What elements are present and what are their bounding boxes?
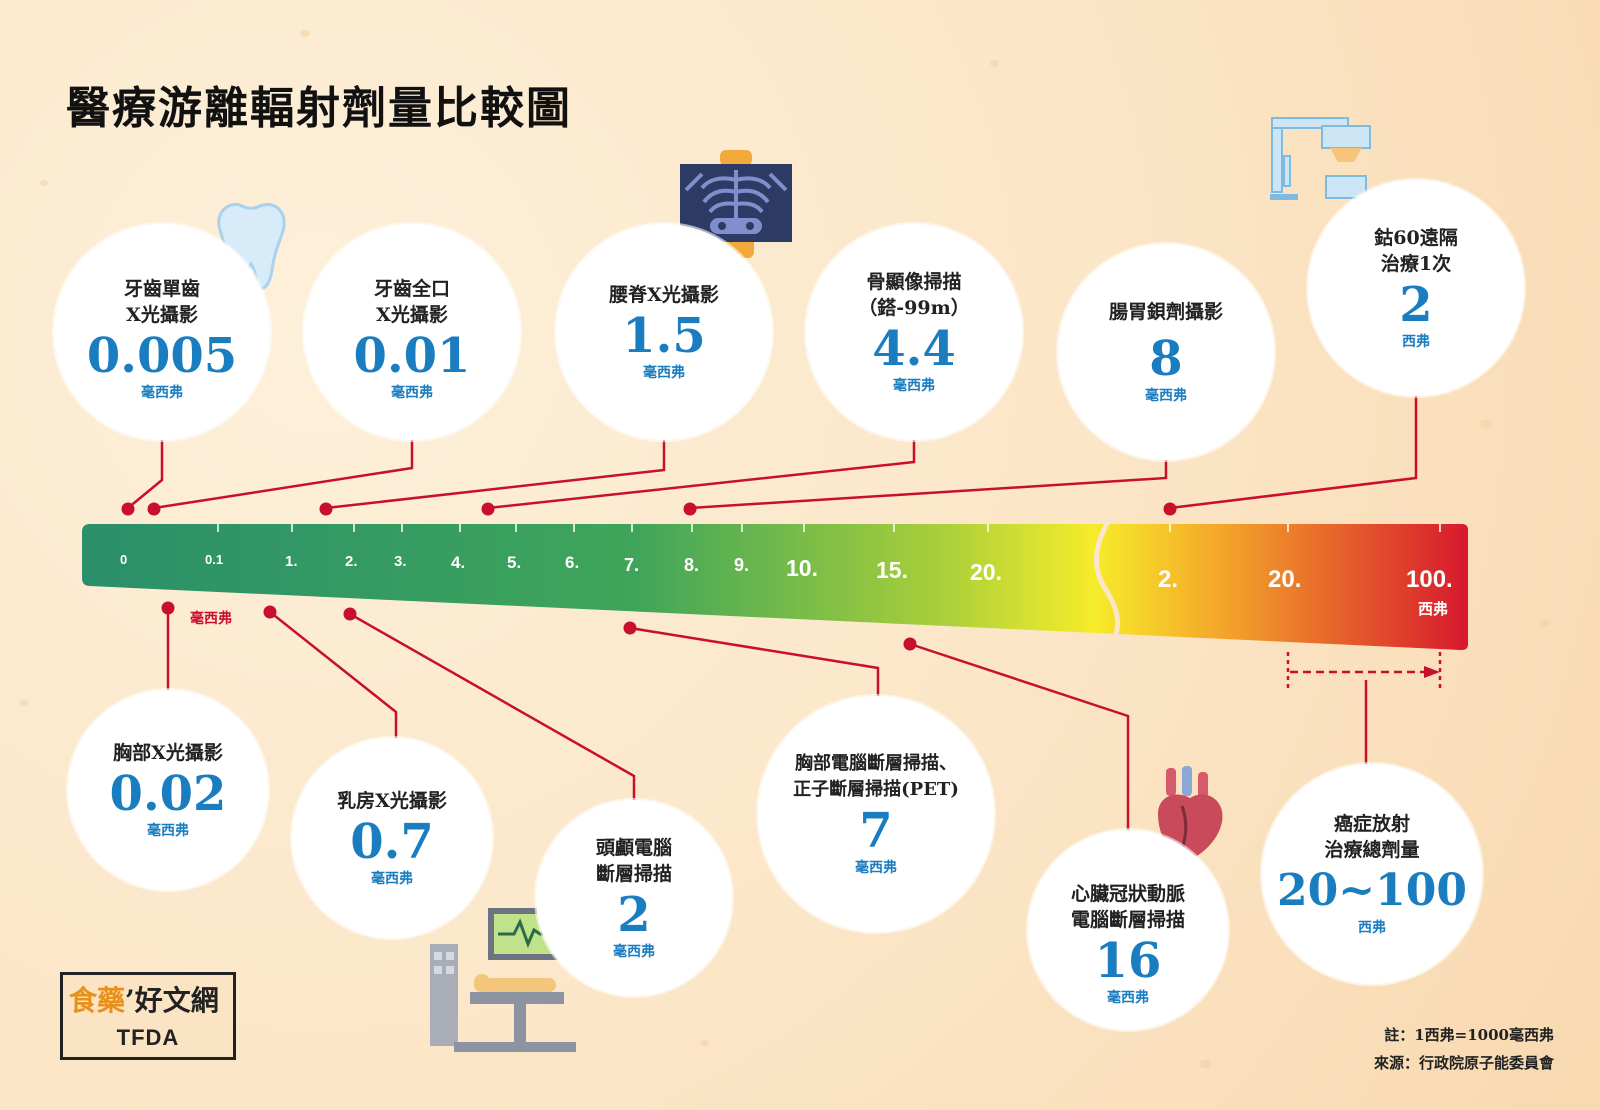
bubble-value: 4.4: [872, 321, 956, 377]
range-arrow: [1286, 652, 1442, 690]
unit-conversion-note: 註：1西弗=1000毫西弗: [1384, 1026, 1554, 1044]
page-title: 醫療游離輻射劑量比較圖: [66, 83, 572, 134]
bubble-value: 0.02: [109, 766, 227, 822]
logo-wordmark: 食藥’好文網: [69, 979, 219, 1019]
bubble-unit: 西弗: [1358, 920, 1386, 936]
dose-bubble-bone-scan: 骨顯像掃描 （鎝-99m） 4.4 毫西弗: [806, 224, 1022, 440]
bubble-value: 0.005: [86, 328, 238, 384]
bottom-connectors: [166, 610, 1368, 832]
dose-bubble-coronary-ct: 心臟冠狀動脈 電腦斷層掃描 16 毫西弗: [1028, 830, 1228, 1030]
bubble-value: 8: [1149, 331, 1183, 387]
top-connectors: [127, 392, 1418, 510]
tfda-logo: 食藥’好文網 TFDA: [60, 972, 236, 1060]
tick-label: 20.: [1268, 566, 1302, 593]
bubble-label: 心臟冠狀動脈 電腦斷層掃描: [1070, 883, 1185, 931]
tick-label: 2.: [345, 553, 358, 570]
msv-unit-label: 毫西弗: [190, 611, 232, 627]
dose-bubble-chest-xray: 胸部X光攝影 0.02 毫西弗: [68, 690, 268, 890]
bubble-label: 胸部X光攝影: [113, 742, 223, 764]
tick-label: 20.: [970, 559, 1002, 585]
dose-bubble-cancer-radiotherapy: 癌症放射 治療總劑量 20~100 西弗: [1262, 764, 1482, 984]
bubble-label: 鈷60遠隔 治療1次: [1374, 227, 1458, 275]
bubble-unit: 毫西弗: [613, 944, 655, 960]
scale-bar: [82, 524, 1468, 650]
bubble-value: 2: [1399, 277, 1433, 333]
dose-bubble-mammography: 乳房X光攝影 0.7 毫西弗: [292, 738, 492, 938]
bubble-value: 16: [1094, 933, 1162, 989]
bubble-unit: 毫西弗: [371, 871, 413, 887]
bubble-value: 0.7: [350, 814, 434, 870]
tick-label: 0.1: [205, 552, 224, 567]
bubble-unit: 毫西弗: [391, 385, 433, 401]
tick-label: 6.: [565, 553, 580, 572]
bottom-markers: [161, 601, 917, 651]
bubble-unit: 西弗: [1402, 334, 1430, 350]
tick-label: 1.: [285, 553, 298, 570]
bubble-unit: 毫西弗: [1107, 990, 1149, 1006]
bubble-unit: 毫西弗: [893, 378, 935, 394]
source-note: 來源：行政院原子能委員會: [1373, 1054, 1554, 1072]
bubble-label: 癌症放射 治療總劑量: [1324, 813, 1420, 861]
logo-text-b: ’好文網: [125, 984, 219, 1017]
bubble-label: 胸部電腦斷層掃描、 正子斷層掃描(PET): [793, 753, 959, 800]
logo-tfda: TFDA: [116, 1025, 180, 1050]
bubble-value: 2: [617, 887, 651, 943]
tick-label: 4.: [451, 553, 466, 572]
bubble-value: 7: [859, 803, 893, 859]
top-markers: [121, 502, 1177, 516]
bubble-unit: 毫西弗: [147, 823, 189, 839]
tick-label: 3.: [394, 553, 407, 570]
bubble-value: 1.5: [622, 308, 706, 364]
dose-bubble-cobalt60: 鈷60遠隔 治療1次 2 西弗: [1308, 180, 1524, 396]
tick-label: 10.: [786, 555, 818, 581]
bubble-label: 牙齒單齒 X光攝影: [123, 278, 200, 326]
bubble-label: 腰脊X光攝影: [609, 284, 719, 306]
tick-label: 9.: [734, 555, 750, 575]
bubble-label: 骨顯像掃描 （鎝-99m）: [858, 271, 970, 319]
bubble-value: 0.01: [353, 328, 471, 384]
tick-label: 100.: [1406, 566, 1453, 593]
logo-text-a: 食藥: [69, 984, 126, 1017]
bubble-unit: 毫西弗: [643, 365, 685, 381]
dose-bubble-lumbar-xray: 腰脊X光攝影 1.5 毫西弗: [556, 224, 772, 440]
bubble-label: 牙齒全口 X光攝影: [373, 278, 450, 326]
bubble-label: 乳房X光攝影: [337, 790, 447, 812]
bubble-label: 頭顱電腦 斷層掃描: [595, 837, 672, 885]
dose-bubble-dental-full: 牙齒全口 X光攝影 0.01 毫西弗: [304, 224, 520, 440]
dose-bubble-chest-ct-pet: 胸部電腦斷層掃描、 正子斷層掃描(PET) 7 毫西弗: [758, 696, 994, 932]
tick-label: 0: [120, 552, 128, 567]
tick-marks: [217, 524, 1441, 532]
tick-label: 2.: [1158, 566, 1179, 593]
tick-label: 7.: [624, 555, 640, 575]
tick-label: 5.: [507, 553, 522, 572]
radiotherapy-machine-icon: [1270, 117, 1371, 200]
sv-unit-label: 西弗: [1418, 600, 1449, 618]
scale-break: [1094, 520, 1121, 635]
tick-label: 15.: [876, 557, 908, 583]
dose-bubble-dental-single: 牙齒單齒 X光攝影 0.005 毫西弗: [54, 224, 270, 440]
dose-bubble-head-ct: 頭顱電腦 斷層掃描 2 毫西弗: [536, 800, 732, 996]
bubble-unit: 毫西弗: [855, 860, 897, 876]
bubble-unit: 毫西弗: [141, 385, 183, 401]
bubble-unit: 毫西弗: [1145, 388, 1187, 404]
bubble-label: 腸胃鋇劑攝影: [1108, 301, 1223, 323]
dose-bubble-barium: 腸胃鋇劑攝影 8 毫西弗: [1058, 244, 1274, 460]
tick-label: 8.: [684, 555, 700, 575]
bubble-value: 20~100: [1277, 865, 1467, 916]
